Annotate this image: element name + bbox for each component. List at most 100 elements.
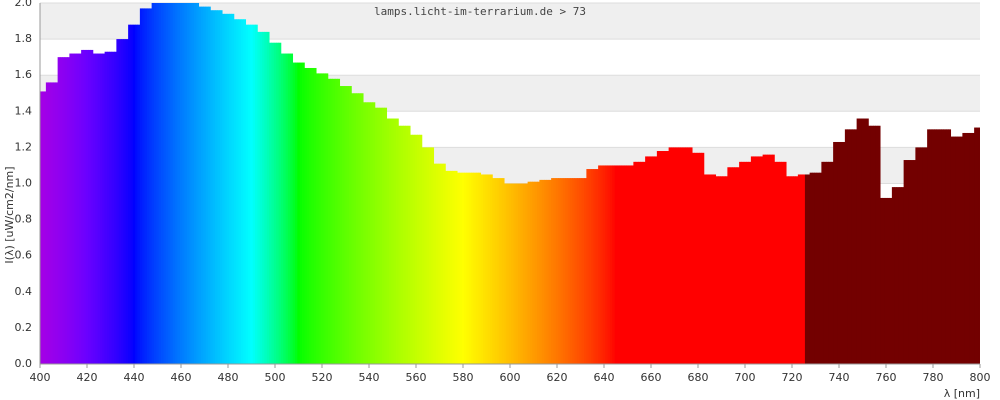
- spectrum-bar: [337, 78, 341, 364]
- spectrum-bar: [515, 183, 519, 364]
- spectrum-bar: [318, 73, 322, 364]
- spectrum-bar: [833, 141, 836, 364]
- spectrum-bar: [539, 179, 543, 364]
- spectrum-bar: [59, 57, 63, 364]
- spectrum-bar: [128, 24, 131, 364]
- spectrum-bar: [772, 154, 775, 364]
- spectrum-bar: [807, 174, 811, 364]
- x-tick-label: 620: [547, 371, 568, 384]
- spectrum-bar: [955, 136, 959, 364]
- spectrum-bar: [480, 174, 484, 364]
- spectrum-bar: [40, 91, 43, 364]
- spectrum-bar: [151, 3, 155, 364]
- spectrum-bar: [776, 161, 780, 364]
- spectrum-bar: [226, 13, 230, 364]
- spectrum-bar: [492, 178, 496, 364]
- spectrum-bar: [842, 141, 846, 364]
- spectrum-bar: [703, 174, 707, 364]
- spectrum-bar: [475, 172, 479, 364]
- spectrum-bar: [144, 8, 148, 364]
- spectrum-bar: [222, 13, 225, 364]
- spectrum-bar: [821, 161, 825, 364]
- spectrum-bar: [642, 161, 646, 364]
- spectrum-bar: [694, 152, 698, 364]
- spectrum-bar: [95, 53, 98, 364]
- spectrum-bar: [682, 147, 686, 364]
- spectrum-bar: [830, 161, 834, 364]
- spectrum-bar: [595, 169, 599, 364]
- spectrum-bar: [74, 53, 77, 364]
- spectrum-bar: [856, 118, 860, 364]
- spectrum-bar: [974, 127, 977, 364]
- spectrum-bar: [863, 118, 867, 364]
- spectrum-bar: [97, 53, 101, 364]
- spectrum-bar: [633, 161, 637, 364]
- spectrum-bar: [266, 31, 270, 364]
- spectrum-bar: [513, 183, 517, 364]
- spectrum-bar: [720, 176, 724, 364]
- spectrum-bar: [976, 127, 980, 364]
- y-tick-label: 1.6: [15, 68, 33, 81]
- spectrum-bar: [81, 49, 84, 364]
- spectrum-bar: [466, 172, 470, 364]
- spectrum-bar: [837, 141, 841, 364]
- spectrum-bar: [612, 165, 615, 364]
- spectrum-bar: [200, 6, 204, 364]
- spectrum-bar: [574, 178, 578, 364]
- spectrum-bar: [913, 160, 916, 364]
- spectrum-bar: [327, 78, 331, 364]
- spectrum-bar: [391, 118, 395, 364]
- spectrum-bar: [790, 176, 794, 364]
- spectrum-bar: [795, 176, 799, 364]
- spectrum-bar: [541, 179, 545, 364]
- spectrum-bar: [960, 136, 963, 364]
- spectrum-bar: [208, 6, 211, 364]
- y-tick-label: 0.8: [15, 213, 33, 226]
- spectrum-bar: [365, 102, 369, 364]
- spectrum-bar: [680, 147, 684, 364]
- spectrum-bar: [215, 10, 218, 364]
- spectrum-bar: [440, 163, 444, 364]
- spectrum-bar: [725, 176, 728, 364]
- spectrum-bar: [184, 3, 188, 364]
- spectrum-bar: [431, 147, 435, 364]
- spectrum-bar: [844, 129, 848, 364]
- spectrum-bar: [920, 147, 923, 364]
- spectrum-bar: [262, 31, 265, 364]
- spectrum-bar: [179, 3, 183, 364]
- spectrum-bar: [687, 147, 691, 364]
- y-tick-label: 1.4: [15, 104, 33, 117]
- spectrum-bar: [572, 178, 576, 364]
- spectrum-bar: [870, 125, 874, 364]
- spectrum-bar: [525, 183, 529, 364]
- spectrum-bar: [229, 13, 232, 364]
- spectrum-bar: [910, 160, 914, 364]
- spectrum-bar: [748, 161, 752, 364]
- spectrum-bar: [762, 154, 766, 364]
- spectrum-bar: [45, 82, 49, 364]
- spectrum-bar: [614, 165, 618, 364]
- spectrum-bar: [929, 129, 933, 364]
- spectrum-bar: [631, 165, 634, 364]
- spectrum-bar: [943, 129, 947, 364]
- spectrum-bar: [372, 102, 376, 364]
- spectrum-bar: [356, 93, 359, 364]
- spectrum-bar: [142, 8, 145, 364]
- x-tick-label: 720: [782, 371, 803, 384]
- spectrum-bar: [426, 147, 430, 364]
- spectrum: [40, 3, 980, 364]
- spectrum-bar: [156, 3, 160, 364]
- spectrum-bar: [447, 170, 451, 364]
- spectrum-bar: [964, 132, 968, 364]
- spectrum-bar: [485, 174, 489, 364]
- spectrum-bar: [889, 197, 893, 364]
- spectrum-bar: [553, 178, 557, 364]
- spectrum-bar: [273, 42, 277, 364]
- spectrum-bar: [403, 125, 406, 364]
- spectrum-bar: [894, 187, 897, 364]
- spectrum-bar: [269, 42, 272, 364]
- spectrum-bar: [847, 129, 850, 364]
- spectrum-bar: [186, 3, 190, 364]
- spectrum-bar: [678, 147, 681, 364]
- spectrum-bar: [52, 82, 56, 364]
